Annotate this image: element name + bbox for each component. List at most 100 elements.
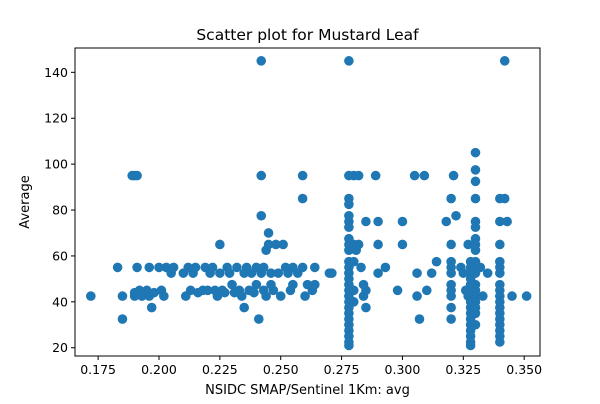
data-point <box>146 302 157 313</box>
data-point <box>348 285 359 296</box>
data-point <box>495 268 505 278</box>
data-point <box>236 291 247 301</box>
x-tick-label: 0.350 <box>506 362 542 377</box>
x-tick-label: 0.175 <box>80 362 116 377</box>
x-axis: 0.175 0.200 0.225 0.250 0.275 0.300 0.325 0.350 <box>80 356 542 377</box>
y-tick-label: 140 <box>44 65 68 80</box>
data-point <box>470 222 481 233</box>
data-point <box>470 165 481 175</box>
data-point <box>361 216 371 227</box>
data-point <box>470 245 481 255</box>
data-point <box>275 291 286 301</box>
data-point <box>215 268 225 278</box>
data-point <box>254 314 264 324</box>
data-point <box>499 56 510 66</box>
data-point <box>397 216 408 227</box>
data-point <box>458 268 469 278</box>
x-tick-label: 0.275 <box>324 362 360 377</box>
data-point <box>215 239 225 250</box>
data-point <box>263 239 274 250</box>
data-point <box>521 291 532 301</box>
x-tick-label: 0.250 <box>263 362 299 377</box>
data-point <box>219 287 230 298</box>
data-point <box>356 262 366 273</box>
y-axis: 20 40 60 80 100 120 140 <box>44 65 75 355</box>
data-point <box>266 268 276 278</box>
data-point <box>397 239 408 250</box>
data-point <box>470 176 481 187</box>
data-point <box>149 287 159 298</box>
data-point <box>507 291 517 301</box>
data-point <box>348 256 359 267</box>
data-point <box>502 216 512 227</box>
data-point <box>463 239 473 250</box>
data-point <box>239 302 249 313</box>
x-axis-label: NSIDC SMAP/Sentinel 1Km: avg <box>205 383 410 398</box>
data-point <box>227 279 237 290</box>
data-point <box>344 340 354 351</box>
data-point <box>117 291 128 301</box>
data-point <box>373 239 383 250</box>
data-point <box>297 170 308 181</box>
data-point <box>361 285 371 296</box>
data-point <box>297 262 308 273</box>
data-point <box>446 302 456 313</box>
data-point <box>327 268 337 278</box>
y-axis-label: Average <box>18 175 33 228</box>
data-point <box>470 319 481 330</box>
data-point <box>271 239 281 250</box>
data-point <box>446 291 456 301</box>
data-point <box>278 239 288 250</box>
data-point <box>495 337 505 347</box>
data-point <box>258 262 269 273</box>
y-tick-label: 40 <box>52 294 68 309</box>
data-point <box>348 297 359 307</box>
data-point <box>361 302 371 313</box>
data-point <box>495 216 505 227</box>
plot-frame <box>74 47 541 357</box>
chart-title: Scatter plot for Mustard Leaf <box>196 26 419 44</box>
data-point <box>310 262 320 273</box>
data-point <box>263 228 274 238</box>
y-tick-label: 60 <box>52 248 68 263</box>
data-point <box>470 308 481 319</box>
data-point <box>441 216 452 227</box>
data-point <box>451 210 461 221</box>
data-point <box>465 340 476 351</box>
data-point <box>419 170 430 181</box>
data-point <box>448 170 459 181</box>
data-point <box>310 279 320 290</box>
y-tick-label: 120 <box>44 111 68 126</box>
data-point <box>373 268 383 278</box>
data-point <box>251 279 262 290</box>
data-point <box>154 262 164 273</box>
data-point <box>380 262 391 273</box>
data-point <box>224 268 235 278</box>
data-point <box>117 314 128 324</box>
data-point <box>168 262 179 273</box>
data-point <box>112 262 123 273</box>
data-point <box>353 239 364 250</box>
data-point <box>300 291 310 301</box>
data-point <box>256 56 267 66</box>
data-point <box>412 268 422 278</box>
data-point <box>477 291 488 301</box>
data-point <box>370 170 381 181</box>
data-point <box>446 268 456 278</box>
data-point <box>297 193 308 204</box>
data-point <box>268 285 279 296</box>
data-point <box>261 291 271 301</box>
data-point <box>132 262 142 273</box>
data-point <box>159 291 169 301</box>
data-point <box>185 285 196 296</box>
data-point <box>412 291 422 301</box>
data-point <box>446 193 456 204</box>
x-tick-label: 0.325 <box>445 362 481 377</box>
data-point <box>475 262 486 273</box>
y-tick-label: 20 <box>52 340 68 355</box>
data-point <box>232 262 242 273</box>
data-point <box>249 287 259 298</box>
data-point <box>373 216 383 227</box>
